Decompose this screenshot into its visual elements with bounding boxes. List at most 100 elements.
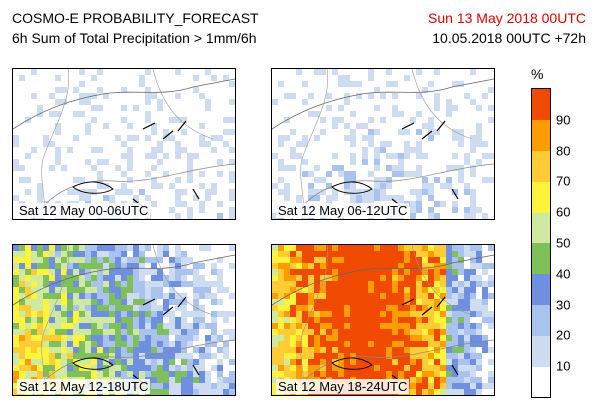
precip-cell xyxy=(458,257,464,263)
precip-cell xyxy=(398,305,404,311)
precip-cell xyxy=(127,299,133,305)
precip-cell xyxy=(320,129,326,135)
precip-cell xyxy=(145,281,151,287)
precip-cell xyxy=(139,263,145,269)
precip-cell xyxy=(187,213,193,219)
precip-cell xyxy=(217,213,223,219)
precip-cell xyxy=(422,293,428,299)
precip-cell xyxy=(109,335,115,341)
precip-cell xyxy=(139,251,145,257)
border-line xyxy=(411,69,473,140)
precip-cell xyxy=(85,269,91,275)
precip-cell xyxy=(91,189,97,195)
precip-cell xyxy=(97,329,103,335)
precip-cell xyxy=(416,341,422,347)
precip-cell xyxy=(356,335,362,341)
precip-cell xyxy=(374,323,380,329)
precip-cell xyxy=(428,183,434,189)
precip-cell xyxy=(37,365,43,371)
colorbar-cell xyxy=(532,212,550,244)
precip-cell xyxy=(392,153,398,159)
precip-cell xyxy=(314,311,320,317)
precip-cell xyxy=(133,341,139,347)
precip-cell xyxy=(350,275,356,281)
precip-cell xyxy=(344,293,350,299)
precip-cell xyxy=(187,341,193,347)
precip-cell xyxy=(302,141,308,147)
border-line xyxy=(13,254,235,306)
precip-cell xyxy=(356,359,362,365)
lake-outline xyxy=(72,357,114,370)
border-line xyxy=(291,339,494,395)
precip-cell xyxy=(350,293,356,299)
precip-cell xyxy=(416,69,422,75)
precip-cell xyxy=(446,165,452,171)
precip-cell xyxy=(464,183,470,189)
precip-cell xyxy=(428,207,434,213)
precip-cell xyxy=(115,189,121,195)
precip-cell xyxy=(91,105,97,111)
precip-cell xyxy=(37,335,43,341)
precip-cell xyxy=(37,257,43,263)
precip-cell xyxy=(386,293,392,299)
precip-cell xyxy=(205,69,211,75)
precip-cell xyxy=(440,365,446,371)
precip-cell xyxy=(278,371,284,377)
precip-cell xyxy=(476,383,482,389)
precip-cell xyxy=(181,275,187,281)
precip-cell xyxy=(97,353,103,359)
precip-cell xyxy=(398,341,404,347)
precip-cell xyxy=(55,323,61,329)
precip-cell xyxy=(193,281,199,287)
precip-cell xyxy=(199,93,205,99)
precip-cell xyxy=(290,335,296,341)
precip-cell xyxy=(67,299,73,305)
precip-cell xyxy=(344,299,350,305)
precip-cell xyxy=(350,365,356,371)
precip-cell xyxy=(91,263,97,269)
precip-cell xyxy=(103,335,109,341)
precip-cell xyxy=(284,165,290,171)
precip-cell xyxy=(31,293,37,299)
precip-cell xyxy=(49,335,55,341)
precip-cell xyxy=(386,371,392,377)
precip-cell xyxy=(332,329,338,335)
precip-cell xyxy=(79,269,85,275)
precip-cell xyxy=(127,287,133,293)
precip-cell xyxy=(446,177,452,183)
precip-cell xyxy=(404,257,410,263)
precip-cell xyxy=(440,353,446,359)
precip-cell xyxy=(404,305,410,311)
precip-cell xyxy=(350,135,356,141)
precip-cell xyxy=(217,275,223,281)
precip-cell xyxy=(199,365,205,371)
precip-cell xyxy=(163,347,169,353)
precip-cell xyxy=(187,371,193,377)
precip-cell xyxy=(410,299,416,305)
precip-cell xyxy=(446,347,452,353)
precip-cell xyxy=(326,359,332,365)
precip-cell xyxy=(440,371,446,377)
precip-cell xyxy=(290,371,296,377)
precip-cell xyxy=(458,299,464,305)
precip-cell xyxy=(211,189,217,195)
precip-cell xyxy=(157,311,163,317)
precip-cell xyxy=(398,365,404,371)
lake-outline xyxy=(132,120,200,208)
precip-cell xyxy=(19,263,25,269)
precip-cell xyxy=(97,317,103,323)
colorbar-tick-label: 20 xyxy=(556,327,571,343)
precip-cell xyxy=(476,141,482,147)
precip-cell xyxy=(127,135,133,141)
precip-cell xyxy=(392,365,398,371)
precip-cell xyxy=(338,353,344,359)
precip-cell xyxy=(374,317,380,323)
precip-cell xyxy=(392,195,398,201)
precip-cell xyxy=(416,111,422,117)
precip-cell xyxy=(97,371,103,377)
precip-cell xyxy=(37,371,43,377)
precip-cell xyxy=(139,269,145,275)
precip-cell xyxy=(410,207,416,213)
precip-cell xyxy=(139,371,145,377)
precip-cell xyxy=(302,365,308,371)
